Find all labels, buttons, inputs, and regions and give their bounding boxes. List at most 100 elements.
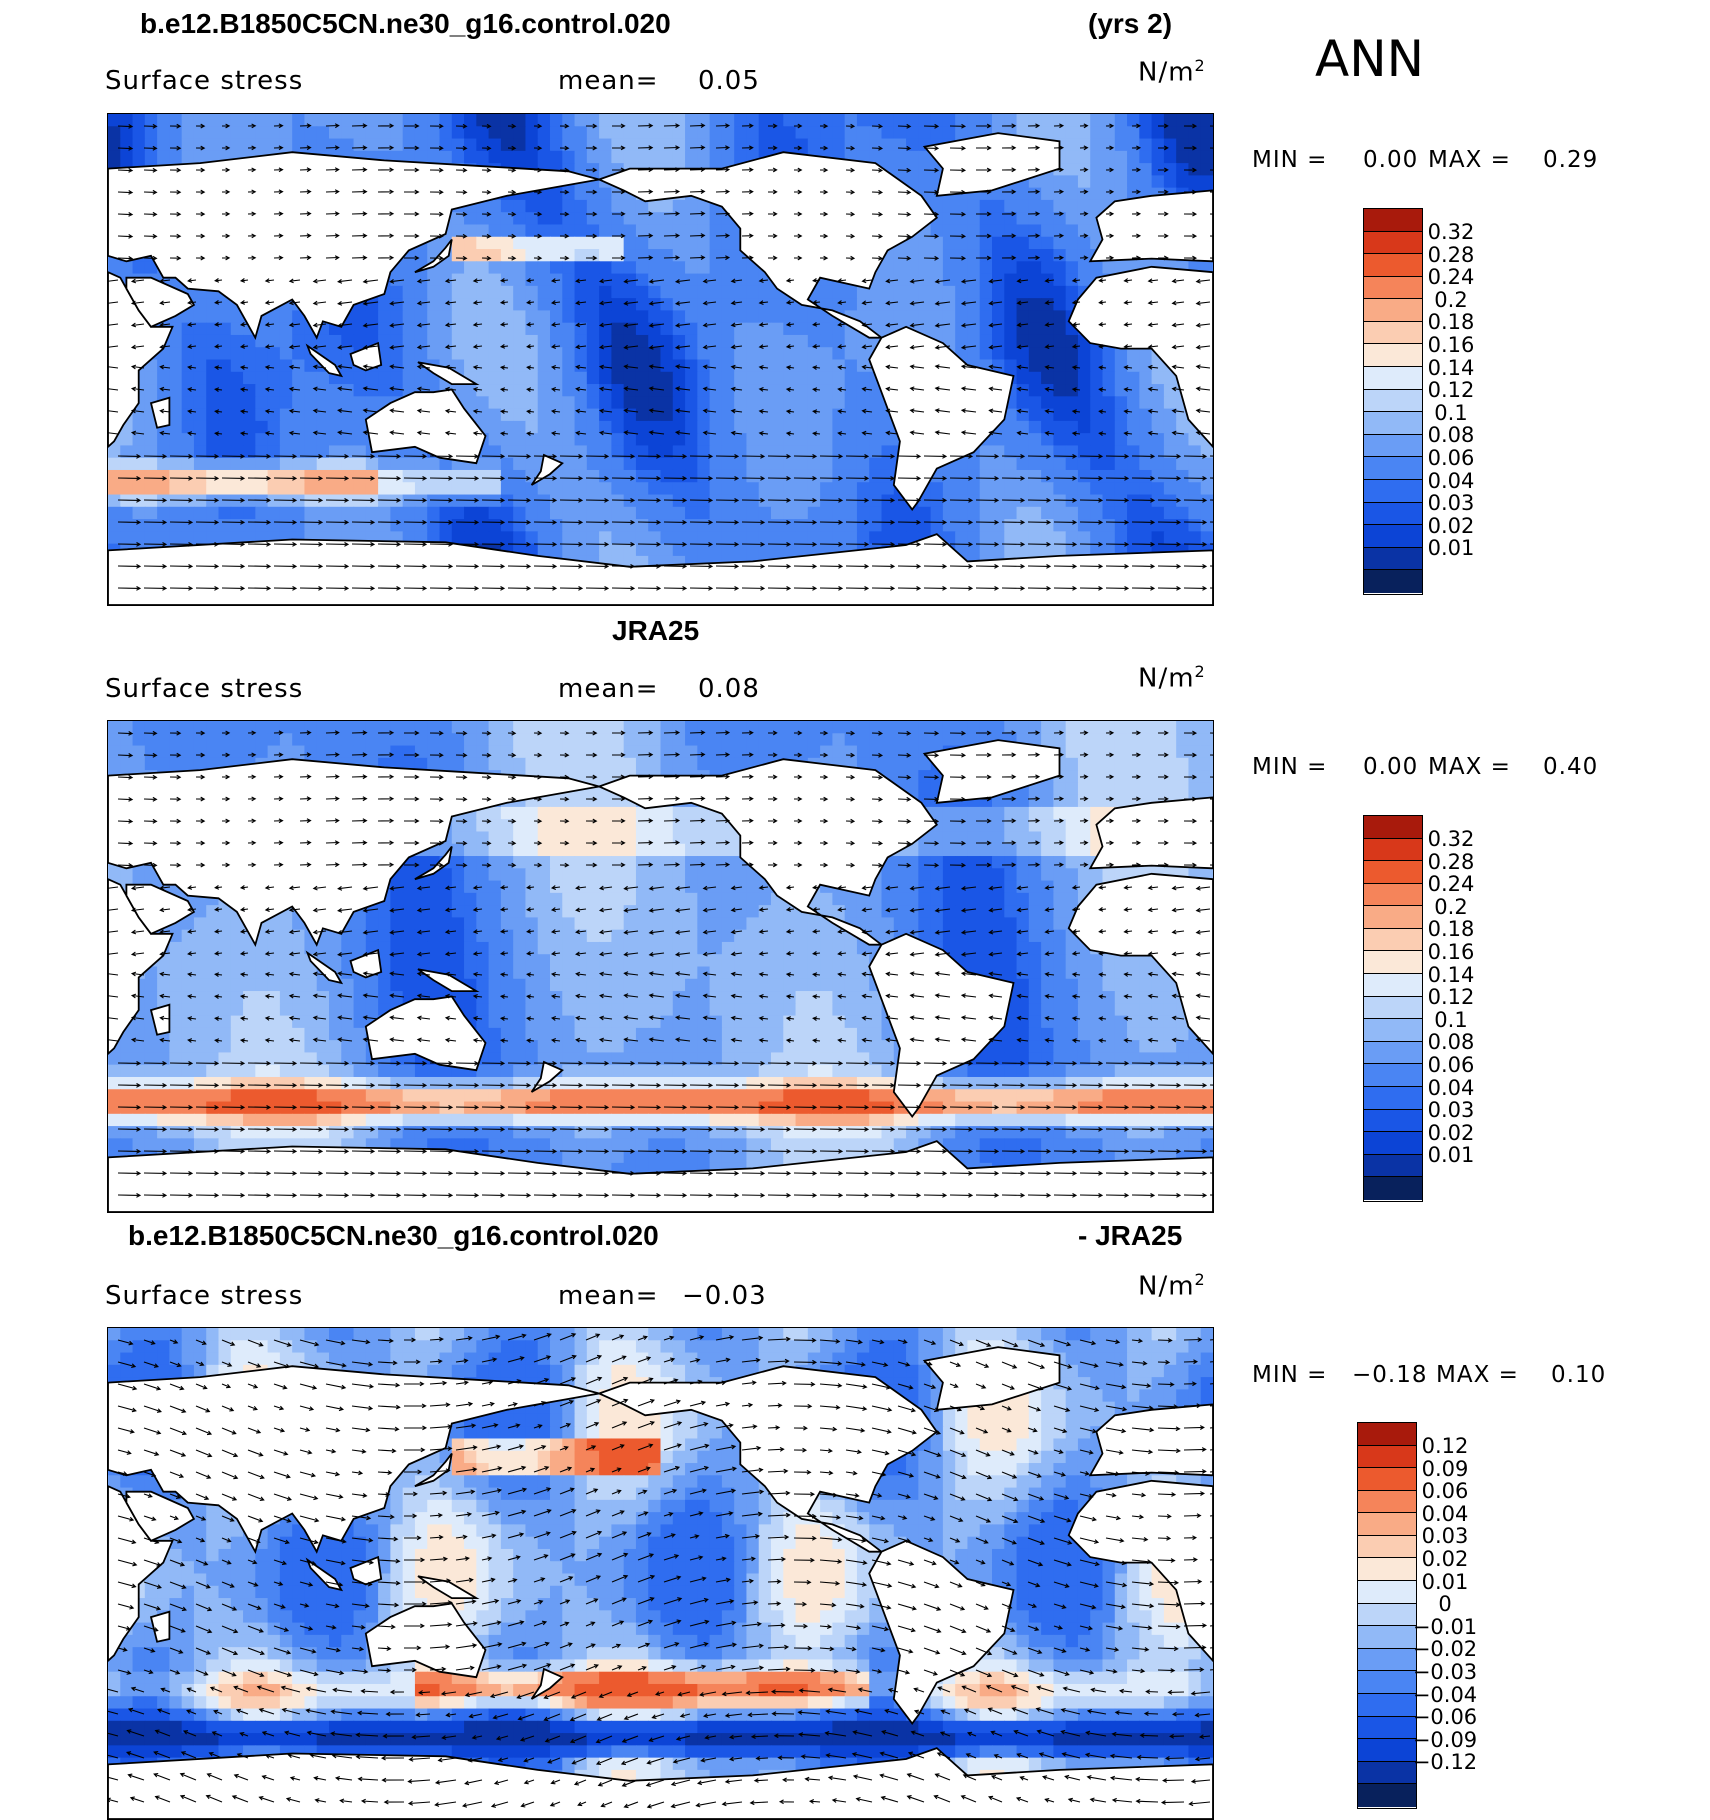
colorbar-cell xyxy=(1358,1739,1416,1762)
colorbar-cell xyxy=(1364,479,1422,503)
colorbar-tick-label: 0.32 xyxy=(1427,827,1475,852)
colorbar-tick-label: 0.28 xyxy=(1427,242,1475,267)
colorbar-cell xyxy=(1364,1109,1422,1133)
colorbar-cell xyxy=(1358,1558,1416,1582)
colorbar-tick-label: 0.03 xyxy=(1427,1098,1475,1123)
colorbar-tick-label: −0.09 xyxy=(1412,1727,1478,1752)
colorbar-tick-label: 0.18 xyxy=(1427,917,1475,942)
panel3-map-canvas xyxy=(108,1328,1213,1819)
colorbar-tick-label: −0.06 xyxy=(1412,1705,1478,1730)
colorbar-cell xyxy=(1364,457,1422,480)
colorbar-cell xyxy=(1364,299,1422,322)
panel3-mean-value: −0.03 xyxy=(682,1281,767,1311)
colorbar-tick-label: 0.14 xyxy=(1427,355,1475,380)
stress-vectors xyxy=(108,1333,1213,1809)
colorbar-tick-label: −0.12 xyxy=(1412,1750,1478,1775)
colorbar-cell xyxy=(1358,1535,1416,1559)
colorbar-cell xyxy=(1364,1041,1422,1065)
colorbar-cell xyxy=(1364,276,1422,300)
colorbar-tick-label: 0.06 xyxy=(1421,1479,1469,1504)
colorbar-tick-label: 0 xyxy=(1438,1592,1452,1617)
stress-vectors xyxy=(108,730,1213,1198)
panel1-map-canvas xyxy=(108,114,1213,605)
colorbar-tick-label: 0.12 xyxy=(1427,985,1475,1010)
colorbar-cell xyxy=(1358,1468,1416,1491)
colorbar-cell xyxy=(1364,974,1422,997)
colorbar-cell xyxy=(1364,502,1422,526)
panel3-max-value: 0.10 xyxy=(1551,1362,1607,1388)
panel3-min-value: −0.18 xyxy=(1352,1362,1428,1388)
colorbar-tick-label: 0.04 xyxy=(1421,1501,1469,1526)
panel1-max-value: 0.29 xyxy=(1543,147,1599,173)
colorbar-cell xyxy=(1364,412,1422,435)
colorbar-tick-label: 0.01 xyxy=(1427,536,1475,561)
colorbar-tick-label: 0.02 xyxy=(1427,513,1475,538)
colorbar-tick-label: 0.06 xyxy=(1427,445,1475,470)
colorbar-cell xyxy=(1358,1671,1416,1694)
panel1-mean-label: mean= xyxy=(558,66,659,96)
colorbar-tick-label: 0.12 xyxy=(1421,1434,1469,1459)
colorbar-tick-label: 0.18 xyxy=(1427,310,1475,335)
colorbar-cell xyxy=(1364,1154,1422,1178)
colorbar-cell xyxy=(1364,928,1422,952)
colorbar-cell xyxy=(1364,906,1422,929)
colorbar-cell xyxy=(1364,861,1422,884)
panel2-min-label: MIN = xyxy=(1252,754,1328,780)
colorbar-cell xyxy=(1358,1445,1416,1469)
panel2-min-value: 0.00 xyxy=(1363,754,1419,780)
colorbar-tick-label: 0.14 xyxy=(1427,962,1475,987)
panel2-map-canvas xyxy=(108,721,1213,1212)
colorbar-tick-label: 0.1 xyxy=(1434,400,1468,425)
colorbar-tick-label: 0.03 xyxy=(1427,491,1475,516)
panel3-mean-label: mean= xyxy=(558,1281,659,1311)
panel2-map xyxy=(107,720,1214,1213)
panel1-min-value: 0.00 xyxy=(1363,147,1419,173)
panel1-unit: N/m2 xyxy=(1138,56,1206,88)
colorbar-tick-label: 0.08 xyxy=(1427,1030,1475,1055)
colorbar-tick-label: 0.16 xyxy=(1427,333,1475,358)
colorbar-cell xyxy=(1364,209,1422,232)
colorbar-cell xyxy=(1364,1019,1422,1042)
continents xyxy=(108,739,1213,1212)
colorbar-tick-label: 0.04 xyxy=(1427,1075,1475,1100)
colorbar-cell xyxy=(1358,1581,1416,1604)
colorbar-tick-label: 0.08 xyxy=(1427,423,1475,448)
colorbar-tick-label: −0.04 xyxy=(1412,1682,1478,1707)
panel2-title: JRA25 xyxy=(612,615,700,646)
panel3-title-right: - JRA25 xyxy=(1078,1220,1183,1251)
colorbar-cell xyxy=(1358,1648,1416,1672)
colorbar-tick-label: 0.16 xyxy=(1427,940,1475,965)
colorbar-cell xyxy=(1364,996,1422,1020)
colorbar-cell xyxy=(1358,1693,1416,1717)
colorbar-tick-label: 0.2 xyxy=(1434,894,1468,919)
panel3-colorbar xyxy=(1357,1422,1417,1809)
colorbar-tick-label: 0.24 xyxy=(1427,872,1475,897)
continents xyxy=(108,1346,1213,1819)
colorbar-cell xyxy=(1364,570,1422,593)
colorbar-cell xyxy=(1364,1132,1422,1155)
colorbar-tick-label: −0.03 xyxy=(1412,1659,1478,1684)
colorbar-cell xyxy=(1358,1603,1416,1627)
colorbar-tick-label: 0.28 xyxy=(1427,849,1475,874)
panel2-field-label: Surface stress xyxy=(105,674,304,704)
colorbar-cell xyxy=(1358,1761,1416,1785)
colorbar-cell xyxy=(1364,367,1422,390)
panel1-map xyxy=(107,113,1214,606)
colorbar-cell xyxy=(1358,1423,1416,1446)
colorbar-tick-label: 0.04 xyxy=(1427,468,1475,493)
colorbar-cell xyxy=(1364,883,1422,907)
panel2-max-label: MAX = xyxy=(1428,754,1511,780)
colorbar-cell xyxy=(1364,951,1422,975)
colorbar-tick-label: −0.01 xyxy=(1412,1614,1478,1639)
panel3-min-label: MIN = xyxy=(1252,1362,1328,1388)
panel3-unit: N/m2 xyxy=(1138,1270,1206,1302)
panel2-mean-label: mean= xyxy=(558,674,659,704)
colorbar-cell xyxy=(1364,838,1422,862)
colorbar-tick-label: 0.24 xyxy=(1427,265,1475,290)
colorbar-cell xyxy=(1364,389,1422,413)
panel2-max-value: 0.40 xyxy=(1543,754,1599,780)
colorbar-cell xyxy=(1358,1513,1416,1536)
panel2-unit: N/m2 xyxy=(1138,662,1206,694)
panel2-mean-value: 0.08 xyxy=(698,674,760,704)
panel3-title-left: b.e12.B1850C5CN.ne30_g16.control.020 xyxy=(128,1220,659,1251)
